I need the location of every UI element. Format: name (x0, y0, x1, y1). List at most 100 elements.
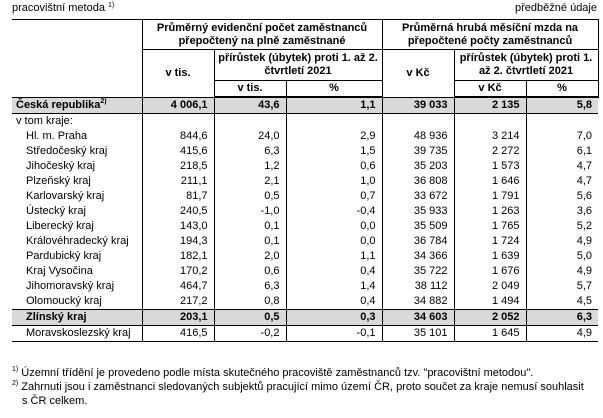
footnote-mark: 2) (12, 380, 19, 387)
value-text: 4 006,1 (170, 98, 208, 111)
header-row: Průměrný evidenční počet zaměstnanců pře… (12, 19, 599, 98)
value-text: 1 639 (491, 250, 520, 262)
value-cell: 6,3 (213, 279, 286, 294)
value-text: 81,7 (186, 190, 208, 202)
value-text: 24,0 (258, 130, 280, 142)
unit-header: % (525, 80, 599, 98)
value-cell: 2 052 (453, 309, 527, 326)
value-cell: 4 006,1 (141, 96, 214, 114)
row-label-text: Zlínský kraj (26, 311, 87, 323)
value-text: 34 603 (413, 311, 448, 323)
row-label-text: Hl. m. Praha (26, 130, 88, 142)
value-text: 2 272 (491, 145, 520, 157)
row-label-text: Jihočeský kraj (26, 160, 96, 172)
sub-header: přírůstek (úbytek) proti 1. až 2. čtvrtl… (453, 49, 599, 81)
value-text: -0,2 (260, 327, 280, 339)
group-header: Průměrná hrubá měsíční mzda na přepočten… (381, 19, 599, 50)
value-text: 1 645 (491, 327, 520, 339)
row-label: Pardubický kraj (12, 249, 142, 264)
value-cell: 81,7 (141, 189, 214, 204)
value-cell: 4,7 (525, 174, 599, 189)
value-cell: 24,0 (213, 129, 286, 144)
value-text: 6,3 (264, 145, 280, 157)
value-text: 0,4 (360, 295, 376, 307)
value-text: 0,1 (264, 235, 280, 247)
value-cell: 1,5 (285, 144, 383, 159)
value-cell: 6,1 (525, 144, 599, 159)
value-text: 43,6 (258, 99, 280, 111)
footnote: 2) Zahrnuti jsou i zaměstnanci sledovaný… (12, 380, 592, 408)
value-text: 1 573 (491, 160, 520, 172)
table-row: Jihočeský kraj 218,5 1,2 0,6 35 203 1 573 4,7 (12, 159, 599, 174)
table-row: Jihomoravský kraj 464,7 6,3 1,4 38 112 2 049 5… (12, 279, 599, 294)
table-row: Královéhradecký kraj 194,3 0,1 0,0 36 784 1 7… (12, 234, 599, 249)
method-note: 1) (108, 2, 115, 9)
value-text: 203,1 (179, 311, 208, 323)
value-text: 170,2 (179, 265, 208, 277)
footnote: 1) Územní třídění je provedeno podle mís… (12, 366, 592, 380)
footnote-text: Územní třídění je provedeno podle místa … (21, 367, 534, 379)
row-label-text: Plzeňský kraj (26, 175, 91, 187)
value-cell: 4,7 (525, 159, 599, 174)
value-cell: 0,0 (285, 234, 383, 249)
value-text: 4,9 (576, 235, 593, 247)
value-text: 240,5 (179, 205, 208, 217)
value-text: 0,3 (360, 311, 376, 323)
value-text: 1 646 (491, 175, 520, 187)
row-label: Hl. m. Praha (12, 129, 142, 144)
table-row: Karlovarský kraj 81,7 0,5 0,7 33 672 1 791 5,6 (12, 189, 599, 204)
value-cell: 1,2 (213, 159, 286, 174)
value-text: 194,3 (179, 235, 208, 247)
table-row: Liberecký kraj 143,0 0,1 0,0 35 509 1 765 5,2 (12, 219, 599, 234)
value-text: -1,0 (260, 205, 280, 217)
value-text: 4,7 (576, 160, 593, 172)
row-label: Kraj Vysočina (12, 264, 142, 279)
value-cell: 1,1 (285, 249, 383, 264)
row-label-text: Moravskoslezský kraj (26, 327, 131, 339)
value-cell: 4,5 (525, 294, 599, 310)
value-cell: 1,1 (285, 96, 383, 114)
value-text: 0,1 (264, 220, 280, 232)
value-cell: 34 882 (381, 294, 455, 310)
value-cell: 43,6 (213, 96, 286, 114)
value-cell: 38 112 (381, 279, 455, 294)
value-text: -0,1 (356, 327, 376, 339)
row-label: Jihočeský kraj (12, 159, 142, 174)
value-cell: 1 494 (453, 294, 527, 310)
value-text: 38 112 (414, 280, 448, 292)
value-cell: 1 646 (453, 174, 527, 189)
unit-header: v tis. (213, 80, 287, 98)
value-cell: 35 203 (381, 159, 455, 174)
value-cell: 35 722 (381, 264, 455, 279)
value-cell: 143,0 (141, 219, 214, 234)
value-cell: 3,6 (525, 204, 599, 219)
value-cell: 4,9 (525, 325, 599, 342)
row-label-text: Liberecký kraj (26, 220, 94, 232)
row-label-text: Olomoucký kraj (26, 295, 102, 307)
row-label: Královéhradecký kraj (12, 234, 142, 249)
table-head: Průměrný evidenční počet zaměstnanců pře… (12, 19, 599, 98)
corner-cell (12, 19, 143, 98)
value-text: 39 735 (413, 145, 448, 157)
value-cell: 5,7 (525, 279, 599, 294)
value-cell: 34 603 (381, 309, 455, 326)
value-text: 143,0 (179, 220, 208, 232)
row-label: Ústecký kraj (12, 204, 142, 219)
value-cell: -1,0 (213, 204, 286, 219)
value-cell: 0,6 (213, 264, 286, 279)
value-cell: 5,0 (525, 249, 599, 264)
table-row: Zlínský kraj 203,1 0,5 0,3 34 603 2 052 6,3 (12, 309, 599, 326)
value-cell: 0,0 (285, 219, 383, 234)
value-text: 464,7 (179, 280, 208, 292)
value-text: 211,1 (180, 175, 208, 187)
value-text: 2 135 (491, 99, 520, 111)
unit-header: % (285, 80, 383, 98)
header-row: v tis. přírůstek (úbytek) proti 1. až 2.… (12, 49, 599, 98)
value-cell: 35 933 (381, 204, 455, 219)
table-row: Olomoucký kraj 217,2 0,8 0,4 34 882 1 494 4,5 (12, 294, 599, 310)
row-label: Středočeský kraj (12, 144, 142, 159)
value-cell: 35 509 (381, 219, 455, 234)
value-cell: 1,0 (285, 174, 383, 189)
row-label: Liberecký kraj (12, 219, 142, 234)
row-label: Česká republika2) (12, 96, 142, 114)
